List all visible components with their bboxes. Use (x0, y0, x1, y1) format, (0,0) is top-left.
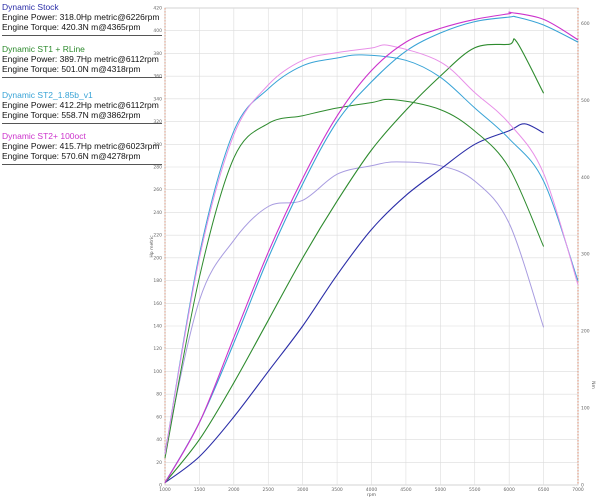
legend-torque-summary: Engine Torque: 501.0N m@4318rpm (2, 64, 141, 74)
legend-divider (2, 77, 162, 78)
power-tick-label: 100 (153, 369, 162, 375)
torque-line-dynamic-stock (164, 161, 545, 451)
x-tick-label: 3500 (331, 487, 343, 493)
x-tick-label: 5500 (469, 487, 481, 493)
power-tick-label: 260 (153, 187, 162, 193)
torque-tick-label: 300 (581, 252, 590, 258)
legend-power-summary: Engine Power: 389.7Hp metric@6112rpm (2, 54, 159, 64)
legend-power-summary: Engine Power: 412.2Hp metric@6112rpm (2, 100, 159, 110)
torque-tick-label: 500 (581, 98, 590, 104)
power-tick-label: 160 (153, 301, 162, 307)
x-axis-title: rpm (367, 492, 376, 497)
torque-line-dynamic-st1-rline (164, 98, 545, 459)
torque-tick-label: 0 (581, 483, 584, 489)
torque-tick-label: 100 (581, 406, 590, 412)
x-tick-label: 2500 (263, 487, 275, 493)
legend-torque-summary: Engine Torque: 420.3N m@4365rpm (2, 22, 141, 32)
legend-series-name: Dynamic ST2+ 100oct (2, 131, 86, 141)
power-line-dynamic-st2-100oct (164, 11, 579, 483)
torque-tick-label: 600 (581, 21, 590, 27)
x-tick-label: 3000 (297, 487, 309, 493)
torque-line-dynamic-st2-100oct (164, 44, 579, 455)
legend-entry: Dynamic Stock Engine Power: 318.0Hp metri… (2, 2, 162, 36)
legend-series-name: Dynamic Stock (2, 2, 59, 12)
legend-torque-summary: Engine Torque: 558.7N m@3862rpm (2, 110, 141, 120)
power-tick-label: 340 (153, 96, 162, 102)
power-tick-label: 380 (153, 51, 162, 57)
x-tick-label: 6000 (503, 487, 515, 493)
x-tick-label: 6500 (538, 487, 550, 493)
legend-divider (2, 35, 162, 36)
power-line-dynamic-st2-1-85b-v1 (164, 15, 579, 483)
x-tick-label: 4000 (366, 487, 378, 493)
power-tick-label: 80 (156, 392, 162, 398)
power-tick-label: 60 (156, 414, 162, 420)
power-tick-label: 400 (153, 28, 162, 34)
x-tick-label: 5000 (435, 487, 447, 493)
torque-line-dynamic-st2-1-85b-v1 (164, 54, 579, 455)
power-tick-label: 360 (153, 74, 162, 80)
torque-tick-label: 200 (581, 329, 590, 335)
power-tick-label: 240 (153, 210, 162, 216)
power-tick-label: 180 (153, 278, 162, 284)
legend-divider (2, 123, 162, 124)
y-axis-title-power: Hp metric (149, 235, 155, 258)
x-tick-label: 1500 (194, 487, 206, 493)
power-tick-label: 220 (153, 233, 162, 239)
power-tick-label: 40 (156, 437, 162, 443)
legend-divider (2, 164, 162, 165)
x-tick-label: 4500 (400, 487, 412, 493)
legend-power-summary: Engine Power: 318.0Hp metric@6226rpm (2, 12, 160, 22)
torque-tick-label: 400 (581, 175, 590, 181)
x-tick-label: 7000 (572, 487, 584, 493)
legend-entry: Dynamic ST2+ 100oct Engine Power: 415.7Hp… (2, 131, 162, 165)
legend-series-name: Dynamic ST2_1.85b_v1 (2, 90, 93, 100)
power-line-dynamic-st1-rline (164, 38, 545, 484)
legend-series-name: Dynamic ST1 + RLine (2, 44, 85, 54)
power-tick-label: 280 (153, 165, 162, 171)
power-tick-label: 20 (156, 460, 162, 466)
power-tick-label: 200 (153, 255, 162, 261)
legend-torque-summary: Engine Torque: 570.6N m@4278rpm (2, 151, 141, 161)
legend-entry: Dynamic ST1 + RLine Engine Power: 389.7Hp… (2, 44, 162, 78)
legend-entry: Dynamic ST2_1.85b_v1 Engine Power: 412.2H… (2, 90, 162, 124)
power-tick-label: 320 (153, 119, 162, 125)
power-tick-label: 300 (153, 142, 162, 148)
power-tick-label: 0 (159, 483, 162, 489)
x-tick-label: 1000 (159, 487, 171, 493)
power-tick-label: 140 (153, 324, 162, 330)
power-tick-label: 420 (153, 6, 162, 12)
legend-power-summary: Engine Power: 415.7Hp metric@6023rpm (2, 141, 160, 151)
x-tick-label: 2000 (228, 487, 240, 493)
power-tick-label: 120 (153, 346, 162, 352)
power-line-dynamic-stock (164, 123, 544, 484)
y-axis-title-torque: Nm (590, 381, 596, 389)
